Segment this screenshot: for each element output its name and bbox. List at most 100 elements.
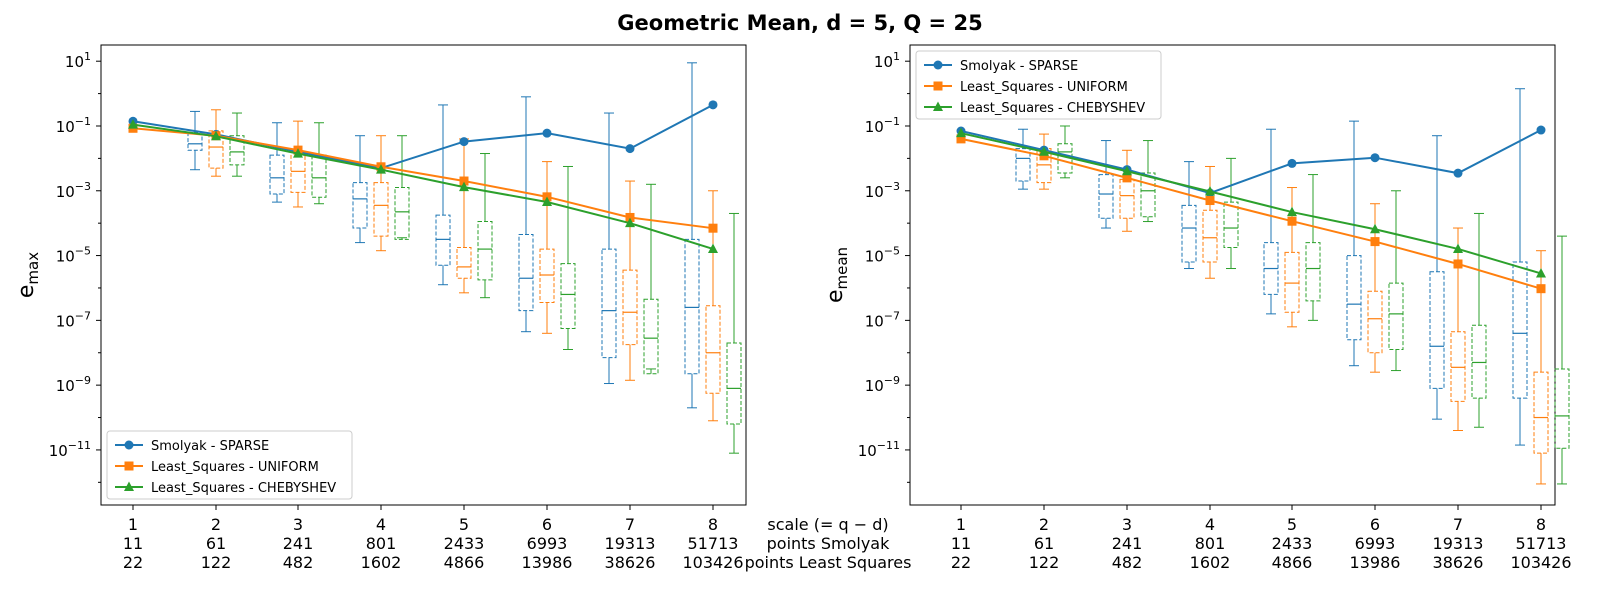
x-tick-label: 5: [459, 515, 469, 534]
x-tick-label: 241: [283, 534, 314, 553]
box: [1057, 143, 1073, 174]
plot-frame: [909, 44, 1556, 506]
box: [726, 342, 742, 425]
x-tick-label: 38626: [1433, 553, 1484, 572]
x-tick-label: 22: [123, 553, 143, 572]
series-line: [960, 137, 1542, 290]
series-point: [708, 243, 718, 253]
box: [1015, 148, 1031, 182]
series-point: [708, 223, 718, 233]
series-point: [459, 137, 469, 147]
x-tick-label: 6: [542, 515, 552, 534]
y-tick-label: 10−7: [56, 309, 91, 330]
box: [456, 246, 472, 279]
x-tick-label: 5: [1287, 515, 1297, 534]
x-tick-label: 1602: [1190, 553, 1231, 572]
x-tick-label: 7: [625, 515, 635, 534]
plot-frame: [100, 44, 747, 506]
x-tick-label: 13986: [1350, 553, 1401, 572]
series-line: [132, 123, 714, 250]
series-point: [459, 176, 469, 186]
legend-marker: [124, 440, 134, 450]
x-tick-label: 61: [1034, 534, 1054, 553]
box: [1346, 255, 1362, 341]
y-tick-label: 10−3: [865, 180, 900, 201]
legend-label: Smolyak - SPARSE: [960, 59, 1078, 74]
box: [1284, 251, 1300, 313]
box: [705, 305, 721, 394]
x-tick-label: 1602: [361, 553, 402, 572]
series-point: [542, 196, 552, 207]
legend-label: Least_Squares - CHEBYSHEV: [960, 101, 1145, 116]
series-point: [956, 134, 966, 144]
series-point: [1205, 185, 1215, 196]
x-tick-label: 801: [1195, 534, 1226, 553]
series-point: [1287, 158, 1297, 168]
series-line: [960, 129, 1542, 195]
x-tick-label: 482: [283, 553, 314, 572]
x-tick-label: 8: [1536, 515, 1546, 534]
series-point: [1536, 125, 1546, 135]
series-point: [1453, 168, 1463, 178]
series-point: [1039, 151, 1049, 161]
x-tick-label: 11: [951, 534, 971, 553]
y-tick-label: 10−11: [49, 439, 91, 460]
box: [1140, 172, 1156, 218]
box: [269, 154, 285, 195]
legend: Smolyak - SPARSE Least_Squares - UNIFORM L…: [915, 50, 1162, 120]
y-tick-label: 10−9: [56, 374, 91, 395]
series-point: [542, 128, 552, 138]
y-axis-label: emean: [823, 247, 851, 303]
series-line: [132, 127, 714, 230]
x-tick-label: 3: [1122, 515, 1132, 534]
x-tick-label: 19313: [605, 534, 656, 553]
y-axis-label: emax: [14, 252, 42, 298]
series-point: [1287, 206, 1297, 217]
series-point: [1205, 196, 1215, 206]
x-tick-label: 2: [1039, 515, 1049, 534]
box: [560, 263, 576, 329]
series-point: [1122, 165, 1132, 176]
series-point: [293, 148, 303, 158]
x-tick-label: 4: [1205, 515, 1215, 534]
x-tick-label: 4866: [444, 553, 485, 572]
series-point: [1453, 243, 1463, 253]
series-point: [708, 100, 718, 110]
legend-marker: [933, 101, 943, 111]
box: [1429, 271, 1445, 389]
x-tick-label: 51713: [1516, 534, 1567, 553]
y-tick-label: 10−7: [865, 309, 900, 330]
box: [229, 135, 245, 166]
series-point: [1536, 267, 1546, 278]
box: [1512, 261, 1528, 399]
legend: Smolyak - SPARSE Least_Squares - UNIFORM L…: [106, 430, 353, 500]
x-tick-label: 22: [951, 553, 971, 572]
panel-emax: 101 10−1 10−3 10−5 10−7 10−9 10−11 emax Smolyak …: [14, 44, 747, 510]
legend-frame: [915, 50, 1162, 120]
x-tick-label: 19313: [1433, 534, 1484, 553]
legend-marker: [933, 60, 943, 70]
series-point: [1370, 237, 1380, 247]
x-tick-label: 61: [206, 534, 226, 553]
x-tick-label: 4866: [1272, 553, 1313, 572]
series-point: [1370, 223, 1380, 234]
box: [477, 221, 493, 281]
box: [684, 238, 700, 375]
box: [1305, 242, 1321, 302]
x-tick-label: 6: [1370, 515, 1380, 534]
box: [539, 248, 555, 304]
series-point: [459, 181, 469, 192]
box: [1202, 209, 1218, 263]
x-tick-label: 51713: [688, 534, 739, 553]
box: [1388, 282, 1404, 351]
x-tick-label: 801: [366, 534, 397, 553]
y-tick-label: 10−9: [865, 374, 900, 395]
legend-marker: [124, 481, 134, 491]
x-tick-label: 482: [1112, 553, 1143, 572]
series-line: [960, 132, 1542, 275]
series-point: [1122, 173, 1132, 183]
x-tick-label: 2433: [1272, 534, 1313, 553]
x-tick-label: 103426: [682, 553, 743, 572]
box: [643, 298, 659, 375]
